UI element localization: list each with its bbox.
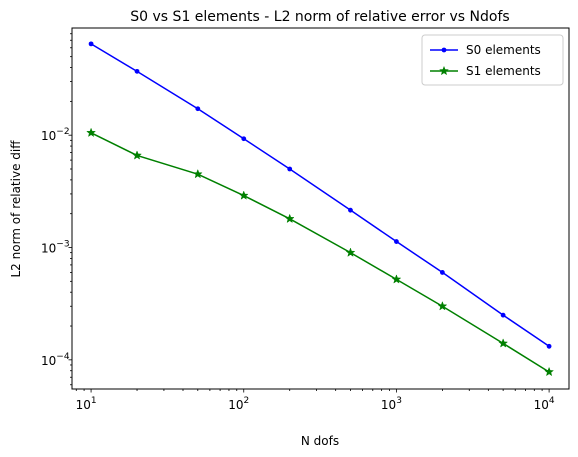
x-axis-label: N dofs bbox=[301, 434, 339, 448]
legend-label: S1 elements bbox=[466, 64, 541, 78]
data-point bbox=[132, 150, 142, 160]
legend-box bbox=[421, 34, 564, 86]
data-point bbox=[88, 41, 94, 47]
data-point bbox=[394, 239, 399, 244]
series-layer bbox=[86, 41, 555, 377]
legend-marker bbox=[441, 47, 447, 53]
data-point bbox=[439, 270, 445, 275]
data-point bbox=[437, 301, 448, 311]
legend: S0 elements S1 elements bbox=[421, 34, 564, 86]
series-1 bbox=[88, 41, 552, 349]
y-tick-label: 10−2 bbox=[41, 127, 70, 143]
data-point bbox=[86, 127, 97, 138]
series-line bbox=[90, 132, 550, 373]
data-point bbox=[287, 166, 293, 172]
x-tick-label: 101 bbox=[76, 396, 97, 412]
x-tick-label: 102 bbox=[228, 396, 249, 412]
data-point bbox=[195, 106, 201, 112]
data-point bbox=[348, 207, 353, 213]
series-line bbox=[90, 43, 550, 347]
minor-ticks bbox=[70, 33, 543, 391]
x-tick-label: 104 bbox=[534, 396, 555, 412]
data-point bbox=[391, 274, 402, 284]
data-point bbox=[284, 213, 295, 224]
data-point bbox=[134, 68, 140, 74]
data-point bbox=[498, 338, 509, 348]
legend-marker bbox=[439, 65, 449, 76]
data-point bbox=[546, 343, 552, 349]
y-tick-label: 10−3 bbox=[41, 240, 70, 256]
legend-item: S0 elements bbox=[430, 43, 541, 57]
data-point bbox=[238, 190, 249, 200]
data-point bbox=[544, 366, 555, 377]
series-2 bbox=[86, 127, 555, 377]
data-point bbox=[345, 247, 356, 257]
chart-title: S0 vs S1 elements - L2 norm of relative … bbox=[130, 9, 509, 25]
y-tick-label: 10−4 bbox=[41, 352, 70, 368]
data-point bbox=[500, 312, 506, 318]
y-axis-label: L2 norm of relative diff bbox=[9, 140, 23, 278]
legend-label: S0 elements bbox=[466, 43, 541, 57]
x-tick-label: 103 bbox=[381, 396, 402, 412]
data-point bbox=[241, 136, 247, 142]
data-point bbox=[192, 168, 203, 179]
legend-item: S1 elements bbox=[430, 64, 541, 78]
plot-area bbox=[71, 27, 570, 390]
